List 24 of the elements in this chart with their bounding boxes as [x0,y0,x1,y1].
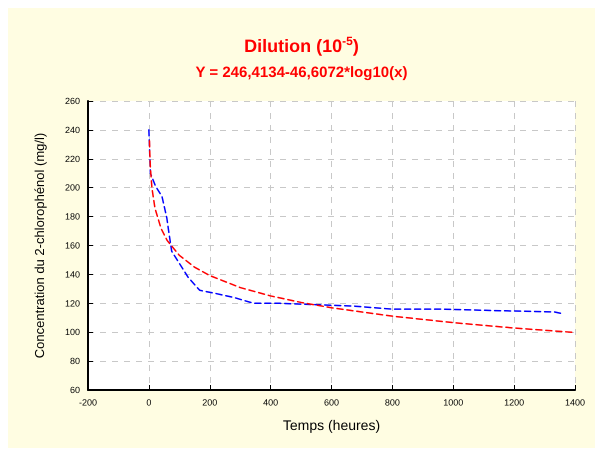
y-tick-label: 100 [64,327,80,338]
x-tick-label: 1000 [443,398,464,408]
x-tick-label: -200 [78,398,98,408]
x-tick-label: 1400 [564,398,586,408]
y-tick-label: 160 [64,240,80,250]
x-tick-label: 200 [202,398,218,408]
y-tick-label: 60 [70,385,80,395]
x-tick-label: 600 [324,398,340,408]
y-tick-label: 200 [64,182,80,193]
y-tick-label: 240 [64,124,80,135]
line-series [148,129,562,314]
x-tick-label: 1200 [504,398,524,408]
x-tick-label: 800 [384,398,400,408]
y-tick-label: 220 [64,154,80,164]
y-tick-label: 120 [64,298,80,308]
x-tick-label: 0 [146,398,152,408]
y-tick-label: 260 [64,96,80,106]
y-tick-label: 80 [70,356,80,366]
y-tick-label: 140 [64,269,80,280]
y-axis-title: Concentration du 2-chlorophénol (mg/l) [32,132,47,358]
y-tick-label: 180 [64,212,80,222]
x-tick-label: 400 [263,398,278,408]
x-axis-title: Temps (heures) [282,417,380,433]
chart-subtitle: Y = 246,4134-46,6072*log10(x) [196,64,408,81]
